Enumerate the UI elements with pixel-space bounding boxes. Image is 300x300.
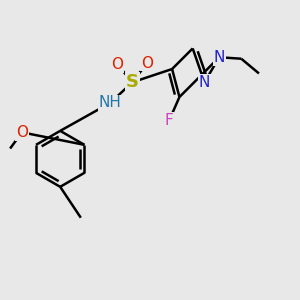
Text: O: O <box>112 57 124 72</box>
Text: N: N <box>214 50 225 65</box>
Text: O: O <box>16 125 28 140</box>
Text: O: O <box>141 56 153 70</box>
Text: N: N <box>199 75 210 90</box>
Text: F: F <box>165 113 173 128</box>
Text: NH: NH <box>99 95 122 110</box>
Text: S: S <box>126 73 139 91</box>
